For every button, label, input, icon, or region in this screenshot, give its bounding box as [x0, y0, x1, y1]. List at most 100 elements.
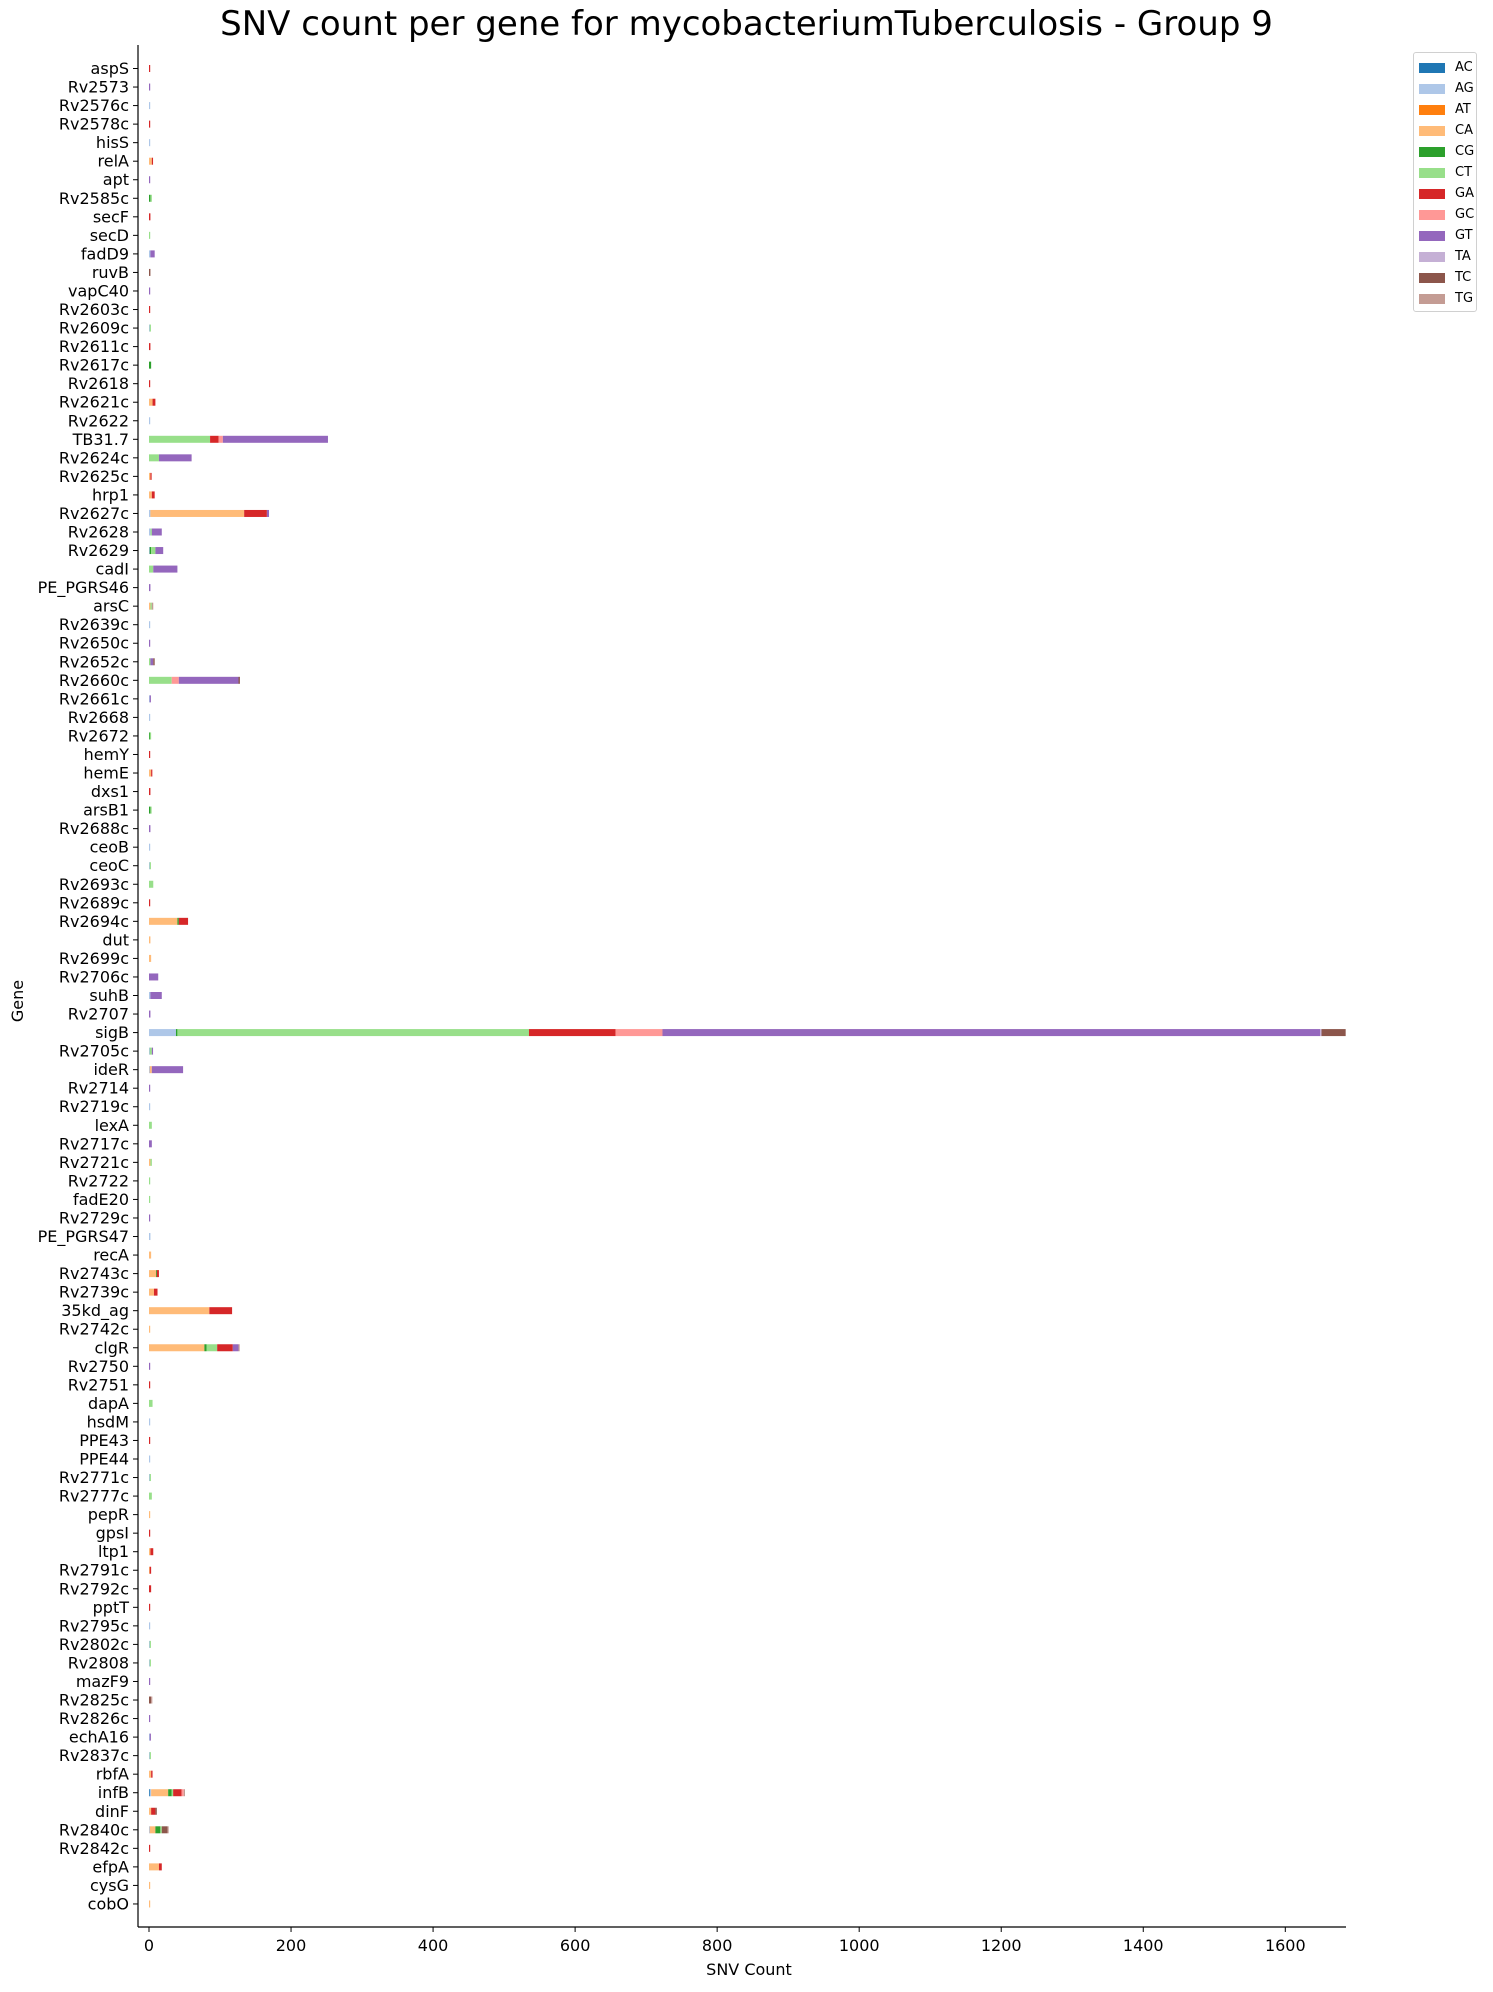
bar-sigB-GA [528, 1029, 616, 1037]
bar-Rv2694c-CG [177, 917, 179, 925]
bar-Rv2705c-CT [149, 1047, 152, 1055]
bar-hemE-CA [149, 769, 152, 777]
legend-item: GT [1419, 225, 1473, 246]
bar-Rv2742c-CA [149, 1325, 151, 1333]
bar-sigB-AG [149, 1029, 176, 1037]
bar-mazF9-GT [149, 1677, 151, 1685]
y-tick-label: Rv2840c [59, 1820, 129, 1839]
bar-PPE44-AG [149, 1455, 151, 1463]
bar-Rv2825c-TG [151, 1696, 153, 1704]
bar-Rv2652c-TC [153, 658, 155, 666]
x-tick-label: 400 [418, 1936, 449, 1955]
y-tick-label: hrp1 [92, 485, 129, 504]
legend-swatch [1419, 167, 1445, 178]
y-tick-label: PE_PGRS46 [38, 578, 129, 598]
y-tick-label: mazF9 [76, 1672, 129, 1691]
y-tick-label: Rv2750 [68, 1357, 129, 1376]
bar-Rv2837c-CT [149, 1752, 151, 1760]
bar-sigB-TA [1320, 1029, 1322, 1037]
y-tick-label: dinF [95, 1802, 129, 1821]
bar-infB-GA [173, 1789, 182, 1797]
bar-clgR-CT [206, 1344, 218, 1352]
bar-Rv2609c-AG [149, 324, 151, 332]
bar-cadI-CT [149, 565, 154, 573]
y-tick-label: PPE43 [79, 1431, 129, 1450]
y-tick-label: Rv2722 [68, 1171, 129, 1190]
bar-ceoC-CT [149, 862, 151, 870]
bar-suhB-GT [150, 992, 162, 999]
bars-layer [149, 65, 1346, 1908]
bar-infB-CA [151, 1789, 169, 1797]
bar-echA16-GT [149, 1733, 151, 1741]
bar-Rv2629-GT [155, 547, 164, 555]
y-tick-label: arsC [93, 597, 129, 616]
legend-item: CT [1419, 162, 1472, 183]
y-tick-label: Rv2808 [68, 1653, 129, 1672]
y-tick-label: Rv2625c [59, 467, 129, 486]
bar-Rv2750-GT [149, 1362, 151, 1370]
x-tick-layer: 0 200 400 600 800 1000 1200 1400 1600 [144, 1927, 1306, 1955]
bar-Rv2842c-GA [149, 1844, 151, 1852]
bar-hrp1-GA [151, 491, 155, 499]
y-tick-label: dapA [88, 1394, 129, 1413]
y-tick-label: Rv2603c [59, 300, 129, 319]
bar-Rv2661c-AG [149, 695, 151, 703]
bar-dinF-GA [151, 1807, 156, 1815]
bar-TB31.7-GT [222, 435, 328, 443]
y-tick-label: Rv2717c [59, 1134, 129, 1153]
bar-Rv2618-GA [149, 380, 151, 388]
legend-swatch [1419, 146, 1445, 157]
bar-hisS-AG [149, 139, 151, 147]
bar-Rv2625c-GA [150, 472, 152, 480]
bar-Rv2777c-CT [149, 1492, 152, 1500]
bar-Rv2719c-AG [149, 1103, 151, 1111]
legend-item: AT [1419, 99, 1472, 120]
bar-Rv2826c-GT [149, 1715, 151, 1723]
y-tick-label: fadD9 [81, 244, 129, 263]
bar-Rv2627c-CA [150, 509, 245, 517]
y-tick-label: hsdM [87, 1412, 129, 1431]
bar-Rv2721c-CT [150, 1158, 152, 1166]
bar-suhB-AG [149, 992, 151, 999]
bar-dxs1-GA [149, 788, 151, 796]
y-tick-label: Rv2706c [59, 967, 129, 986]
y-tick-label: gpsI [96, 1524, 129, 1543]
y-tick-label: Rv2742c [59, 1320, 129, 1339]
y-tick-label: Rv2842c [59, 1839, 129, 1858]
bar-ideR-GT [151, 1066, 184, 1074]
y-tick-label: secD [90, 226, 129, 245]
y-tick-label: rbfA [96, 1765, 129, 1784]
bar-dut-CA [149, 936, 151, 944]
bar-Rv2808-AG [149, 1659, 151, 1667]
bar-Rv2722-CT [149, 1177, 151, 1185]
y-tick-label: Rv2627c [59, 504, 129, 523]
bar-Rv2743c-GA [156, 1270, 159, 1278]
bar-Rv2668-AG [149, 713, 151, 721]
legend-swatch [1419, 272, 1445, 283]
y-tick-label: lexA [95, 1116, 129, 1135]
bar-Rv2672-CT [149, 732, 152, 740]
bar-infB-AC [149, 1789, 151, 1797]
bar-Rv2629-AG [149, 547, 151, 555]
bar-arsC-TG [151, 602, 154, 610]
bar-PE_PGRS47-AG [149, 1233, 151, 1241]
y-tick-label: pepR [88, 1505, 129, 1524]
chart-title: SNV count per gene for mycobacteriumTube… [220, 4, 1273, 44]
legend-item: CA [1419, 120, 1473, 141]
bar-Rv2660c-GC [171, 676, 179, 684]
bar-efpA-CA [149, 1863, 159, 1871]
y-tick-label: 35kd_ag [61, 1301, 129, 1321]
bar-fadD9-AG [149, 250, 151, 258]
bar-Rv2661c-GT [149, 695, 151, 703]
bar-Rv2739c-GA [153, 1288, 158, 1296]
bar-Rv2699c-CA [149, 954, 152, 962]
y-tick-label: Rv2826c [59, 1709, 129, 1728]
bar-TB31.7-GC [218, 435, 223, 443]
bar-sigB-GT [662, 1029, 1321, 1037]
bar-Rv2795c-AG [149, 1622, 151, 1630]
bar-Rv2639c-AG [149, 621, 151, 629]
bar-Rv2688c-GT [149, 825, 151, 833]
bar-lexA-CT [149, 1121, 152, 1129]
bar-infB-CG [168, 1789, 172, 1797]
